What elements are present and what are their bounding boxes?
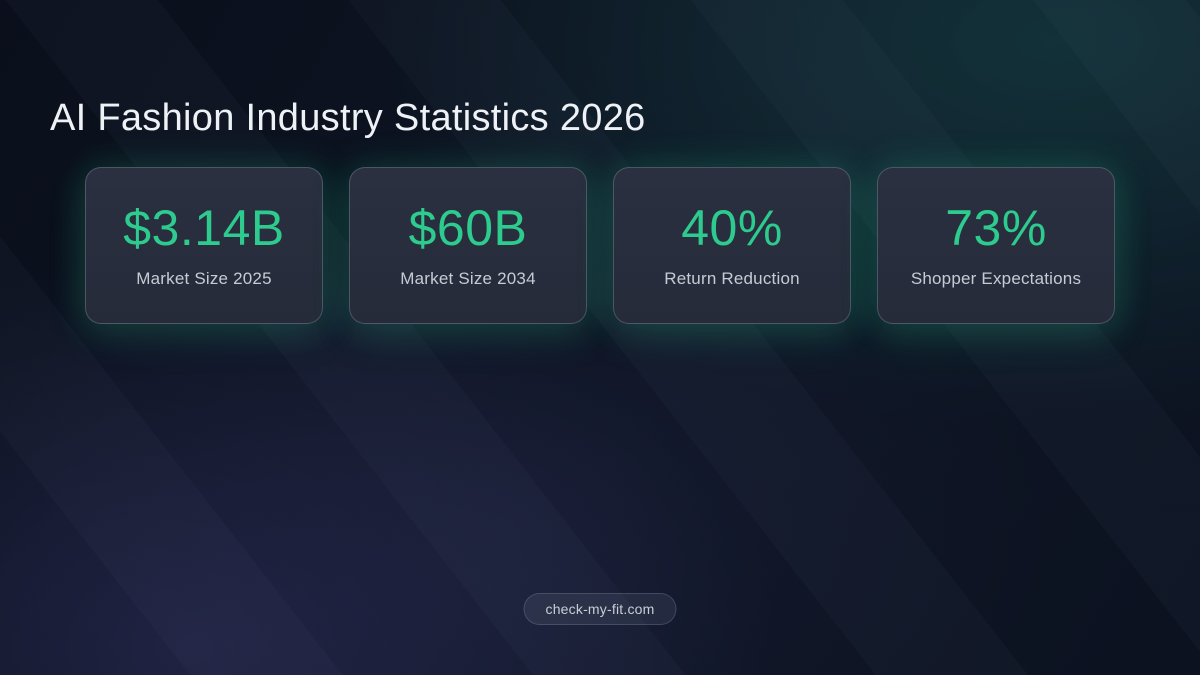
stat-cards-row: $3.14B Market Size 2025 $60B Market Size… bbox=[85, 167, 1115, 324]
stat-value: 73% bbox=[945, 199, 1047, 256]
stat-card-market-size-2034: $60B Market Size 2034 bbox=[349, 167, 587, 324]
stat-card-return-reduction: 40% Return Reduction bbox=[613, 167, 851, 324]
site-url-label: check-my-fit.com bbox=[545, 601, 655, 617]
stat-value: 40% bbox=[681, 199, 783, 256]
stat-card-market-size-2025: $3.14B Market Size 2025 bbox=[85, 167, 323, 324]
page-title: AI Fashion Industry Statistics 2026 bbox=[50, 97, 646, 140]
site-url-badge[interactable]: check-my-fit.com bbox=[523, 593, 677, 625]
stat-card-shopper-expectations: 73% Shopper Expectations bbox=[877, 167, 1115, 324]
stat-value: $3.14B bbox=[123, 199, 285, 256]
stat-label: Market Size 2034 bbox=[400, 268, 536, 288]
stat-label: Return Reduction bbox=[664, 268, 800, 288]
stat-label: Shopper Expectations bbox=[910, 268, 1082, 288]
stat-value: $60B bbox=[408, 199, 528, 256]
stat-label: Market Size 2025 bbox=[136, 268, 272, 288]
